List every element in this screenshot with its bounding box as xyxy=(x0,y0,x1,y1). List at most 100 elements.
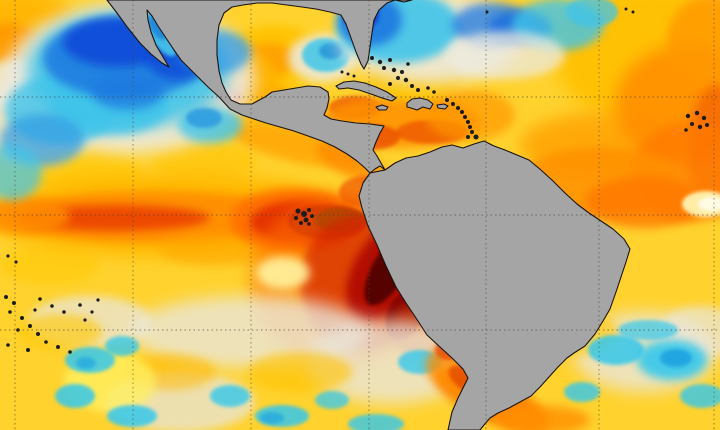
island-dot xyxy=(352,74,356,78)
island-dot xyxy=(705,123,709,127)
island-dot xyxy=(96,298,100,302)
island-dot xyxy=(388,82,392,86)
islands-bahamas xyxy=(370,56,436,94)
island-dot xyxy=(485,10,489,14)
island-dot xyxy=(631,10,635,14)
island-dot xyxy=(307,208,311,212)
sst-anomaly-blob xyxy=(0,144,42,200)
sst-anomaly-blob xyxy=(186,108,222,128)
sst-anomaly-blob xyxy=(564,382,600,402)
island-dot xyxy=(690,122,694,126)
island-dot xyxy=(299,221,303,225)
sst-anomaly-blob xyxy=(18,314,102,350)
island-dot xyxy=(456,106,460,110)
island-dot xyxy=(44,340,48,344)
island-dot xyxy=(460,110,464,114)
island-dot xyxy=(473,134,479,140)
islands-north-atlantic-isles xyxy=(485,7,635,14)
island-dot xyxy=(396,76,400,80)
island-dot xyxy=(8,310,12,314)
island-dot xyxy=(382,66,386,70)
island-dot xyxy=(4,295,8,299)
island-dot xyxy=(701,115,707,121)
sst-anomaly-blob xyxy=(160,234,270,266)
sst-anomaly-blob xyxy=(248,352,352,392)
island-dot xyxy=(62,310,66,314)
island-dot xyxy=(90,310,94,314)
island-dot xyxy=(391,67,397,73)
islands-galapagos xyxy=(294,208,314,226)
sst-anomaly-blob xyxy=(92,74,164,110)
sst-anomaly-blob xyxy=(210,385,250,407)
sst-anomaly-blob xyxy=(425,90,515,140)
island-dot xyxy=(68,350,72,354)
island-dot xyxy=(56,345,60,349)
sst-anomaly-blob xyxy=(260,412,284,424)
island-dot xyxy=(426,86,430,90)
islands-lesser-antilles xyxy=(445,98,479,140)
island-dot xyxy=(301,211,307,217)
landmass-north-america xyxy=(106,0,413,174)
sst-anomaly-blob xyxy=(76,357,96,369)
island-dot xyxy=(466,135,470,139)
island-dot xyxy=(303,217,309,223)
island-dot xyxy=(694,110,700,116)
island-dot xyxy=(28,324,32,328)
landmass-jamaica xyxy=(375,104,389,111)
island-dot xyxy=(50,304,54,308)
islands-florida-keys xyxy=(340,70,356,78)
sst-anomaly-blob xyxy=(0,245,100,285)
island-dot xyxy=(370,56,374,60)
landmass-puerto-rico xyxy=(436,103,449,110)
sst-anomaly-blob xyxy=(319,43,343,59)
sst-anomaly-blob xyxy=(55,384,95,408)
island-dot xyxy=(416,88,420,92)
island-dot xyxy=(6,343,10,347)
island-dot xyxy=(406,62,410,66)
island-dot xyxy=(346,72,350,76)
island-dot xyxy=(307,222,311,226)
sst-anomaly-blob xyxy=(315,391,349,409)
island-dot xyxy=(463,115,467,119)
sst-anomaly-blob xyxy=(588,335,644,365)
island-dot xyxy=(36,332,40,336)
sst-anomaly-blob xyxy=(107,405,157,427)
sst-anomaly-blob xyxy=(147,16,167,40)
island-dot xyxy=(624,7,628,11)
sst-anomaly-blob xyxy=(256,257,310,289)
landmass-layer xyxy=(106,0,631,430)
sst-anomaly-blob xyxy=(500,406,590,430)
island-dot xyxy=(388,58,392,62)
island-dot xyxy=(20,316,24,320)
island-dot xyxy=(445,98,449,102)
island-dot xyxy=(697,124,703,130)
island-dot xyxy=(468,125,472,129)
island-dot xyxy=(410,84,414,88)
sst-anomaly-blob xyxy=(305,320,475,404)
island-dot xyxy=(685,113,691,119)
island-dot xyxy=(38,297,42,301)
sst-anomaly-blob xyxy=(680,384,720,408)
island-dot xyxy=(470,130,474,134)
island-dot xyxy=(6,254,10,258)
island-dot xyxy=(78,303,82,307)
island-dot xyxy=(33,308,37,312)
island-dot xyxy=(684,128,688,132)
landmass-hispaniola xyxy=(406,97,434,111)
landmass-south-america xyxy=(358,140,631,430)
sst-anomaly-blob xyxy=(0,198,70,234)
sst-anomaly-blob xyxy=(660,349,692,367)
sst-anomaly-blob xyxy=(698,197,720,211)
sst-anomaly-blob xyxy=(105,336,139,356)
island-dot xyxy=(294,216,298,220)
island-dot xyxy=(403,77,409,83)
islands-cape-verde xyxy=(684,110,709,132)
island-dot xyxy=(26,348,30,352)
island-dot xyxy=(400,70,404,74)
sst-anomaly-blob xyxy=(566,0,618,27)
landmass-cuba xyxy=(335,80,397,102)
sst-anomaly-blob xyxy=(667,0,720,85)
